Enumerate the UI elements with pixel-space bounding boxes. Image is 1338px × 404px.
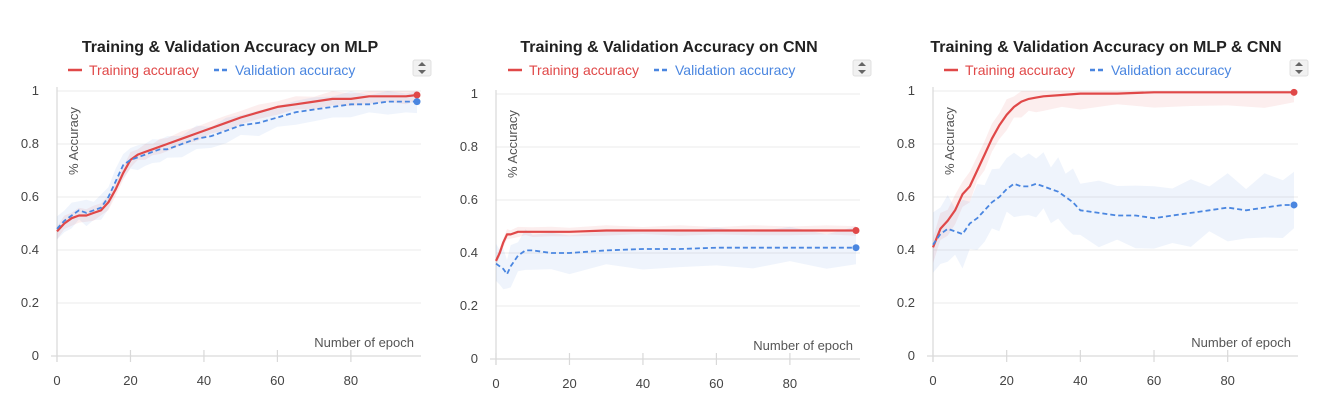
x-tick-label: 40 <box>636 376 650 391</box>
chart-menu-toggle-icon[interactable] <box>1289 59 1309 77</box>
series-band-validation <box>933 152 1294 273</box>
y-tick-label: 0.6 <box>460 192 478 207</box>
y-tick-label: 0.4 <box>460 245 478 260</box>
chart-title: Training & Validation Accuracy on MLP <box>82 39 379 56</box>
series-line-validation[interactable] <box>932 182 1294 246</box>
chart-panel-cnn: Training & Validation Accuracy on CNN Tra… <box>446 0 892 404</box>
y-axis-label: % Accuracy <box>942 107 957 175</box>
y-tick-label: 0.2 <box>897 295 915 310</box>
chart-menu-toggle-icon[interactable] <box>412 59 432 77</box>
chart-panel-mlp-cnn: Training & Validation Accuracy on MLP & … <box>892 0 1338 404</box>
chart-mlp-cnn: Training & Validation Accuracy on MLP & … <box>897 39 1309 388</box>
legend-item-validation[interactable]: Validation accuracy <box>235 62 355 78</box>
series-end-point-validation[interactable] <box>852 244 860 252</box>
series-end-point-validation[interactable] <box>1290 201 1298 209</box>
y-tick-label: 0.4 <box>897 242 915 257</box>
legend-item-training[interactable]: Training accuracy <box>529 62 639 78</box>
series-band-training <box>496 225 856 267</box>
legend-item-training[interactable]: Training accuracy <box>965 62 1075 78</box>
series-end-point-training[interactable] <box>852 226 860 234</box>
chart-title: Training & Validation Accuracy on MLP & … <box>930 39 1281 56</box>
legend-item-validation[interactable]: Validation accuracy <box>1111 62 1231 78</box>
chart-mlp: Training & Validation Accuracy on MLP Tra… <box>21 39 432 388</box>
chart-cnn: Training & Validation Accuracy on CNN Tra… <box>460 39 872 391</box>
y-tick-label: 0.2 <box>460 298 478 313</box>
x-tick-label: 20 <box>562 376 576 391</box>
x-tick-label: 20 <box>999 373 1013 388</box>
series-end-point-training[interactable] <box>413 91 421 99</box>
x-tick-label: 80 <box>1220 373 1234 388</box>
x-tick-label: 0 <box>53 373 60 388</box>
series-line-validation[interactable] <box>495 246 856 276</box>
x-tick-label: 60 <box>1147 373 1161 388</box>
y-tick-label: 0.6 <box>897 189 915 204</box>
y-tick-label: 0.6 <box>21 189 39 204</box>
y-tick-label: 0.8 <box>897 136 915 151</box>
chart-panel-mlp: Training & Validation Accuracy on MLP Tra… <box>0 0 446 404</box>
y-tick-label: 0 <box>908 348 915 363</box>
series-line-training[interactable] <box>931 91 1294 248</box>
y-tick-label: 0.8 <box>21 136 39 151</box>
series-line-training[interactable] <box>56 93 418 233</box>
x-axis-label: Number of epoch <box>1191 335 1291 350</box>
x-tick-label: 0 <box>492 376 499 391</box>
series-band-validation <box>57 91 417 240</box>
series-end-point-validation[interactable] <box>413 98 421 106</box>
y-axis-label: % Accuracy <box>66 107 81 175</box>
x-tick-label: 20 <box>123 373 137 388</box>
x-tick-label: 60 <box>709 376 723 391</box>
series-band-training <box>57 91 417 240</box>
legend-item-training[interactable]: Training accuracy <box>89 62 199 78</box>
series-end-point-training[interactable] <box>1290 88 1298 96</box>
x-tick-label: 60 <box>270 373 284 388</box>
y-axis-label: % Accuracy <box>505 110 520 178</box>
x-axis-label: Number of epoch <box>753 338 853 353</box>
x-tick-label: 80 <box>783 376 797 391</box>
y-tick-label: 0 <box>32 348 39 363</box>
series-line-training[interactable] <box>495 229 856 262</box>
y-tick-label: 0.2 <box>21 295 39 310</box>
x-tick-label: 80 <box>344 373 358 388</box>
y-tick-label: 1 <box>471 86 478 101</box>
x-axis-label: Number of epoch <box>314 335 414 350</box>
y-tick-label: 0.8 <box>460 139 478 154</box>
x-tick-label: 0 <box>929 373 936 388</box>
x-tick-label: 40 <box>197 373 211 388</box>
series-band-validation <box>496 226 856 290</box>
y-tick-label: 1 <box>908 83 915 98</box>
legend-item-validation[interactable]: Validation accuracy <box>675 62 795 78</box>
y-tick-label: 1 <box>32 83 39 98</box>
y-tick-label: 0.4 <box>21 242 39 257</box>
chart-menu-toggle-icon[interactable] <box>852 59 872 77</box>
chart-title: Training & Validation Accuracy on CNN <box>520 39 817 56</box>
y-tick-label: 0 <box>471 351 478 366</box>
x-tick-label: 40 <box>1073 373 1087 388</box>
series-line-validation[interactable] <box>56 100 417 230</box>
